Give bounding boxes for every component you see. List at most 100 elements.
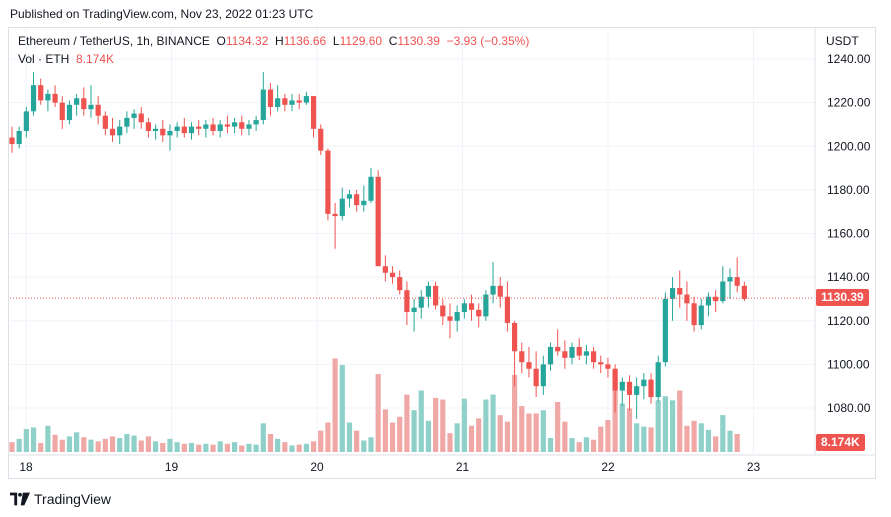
volume-bar	[231, 442, 238, 452]
candle	[74, 93, 80, 116]
volume-bar	[267, 433, 274, 452]
candle	[519, 342, 525, 374]
candle-body	[418, 296, 424, 308]
candle	[512, 320, 518, 387]
time-tick-label: 19	[165, 460, 179, 474]
candle	[267, 82, 274, 116]
volume-bar	[346, 422, 353, 452]
symbol-label[interactable]: Ethereum / TetherUS, 1h, BINANCE	[18, 34, 210, 48]
candle-body	[562, 351, 568, 358]
price-axis[interactable]: 1240.00 1220.00 1200.00 1180.00 1160.00 1140.…	[814, 28, 871, 455]
candle-body	[741, 285, 747, 299]
volume-bar	[16, 438, 22, 452]
candle	[239, 115, 245, 136]
volume-label[interactable]: Vol · ETH	[18, 52, 70, 66]
candle-body	[131, 113, 137, 118]
candle-body	[612, 368, 618, 391]
candle	[196, 120, 202, 136]
time-tick-label: 22	[601, 460, 615, 474]
volume-bar	[504, 421, 511, 452]
candle	[605, 357, 611, 378]
volume-bar	[576, 442, 582, 452]
volume-bar	[605, 420, 611, 452]
candle-body	[16, 130, 22, 145]
close-label: C	[388, 34, 398, 48]
volume-bar	[619, 403, 625, 452]
volume-bar	[95, 441, 101, 452]
candle	[354, 189, 360, 212]
volume-bar	[88, 439, 94, 452]
volume-bar	[30, 427, 37, 452]
candle	[648, 373, 654, 404]
candle-body	[497, 285, 503, 297]
candle-body	[583, 351, 589, 356]
volume-bar	[153, 441, 159, 452]
volume-bar	[483, 399, 489, 452]
candle-body	[626, 381, 633, 395]
candle-body	[210, 124, 216, 131]
candle	[655, 355, 661, 402]
open-value: 1134.32	[225, 34, 269, 48]
volume-bar	[124, 433, 130, 452]
currency-label[interactable]: USDT	[826, 34, 859, 48]
volume-bar	[734, 433, 740, 452]
volume-legend: Vol · ETH 8.174K	[18, 52, 114, 66]
candle-body	[411, 307, 417, 313]
open-label: O	[216, 34, 226, 48]
footer-brand[interactable]: TradingView	[10, 491, 111, 507]
time-axis[interactable]: 18 19 20 21 22 23	[19, 460, 760, 474]
chart-frame[interactable]	[8, 27, 876, 479]
candle	[217, 120, 223, 138]
candle	[81, 87, 87, 116]
candle	[598, 355, 604, 374]
candle-body	[547, 346, 554, 365]
candle-body	[361, 200, 367, 206]
candle-body	[476, 309, 482, 317]
candle	[188, 122, 195, 140]
candle	[117, 120, 123, 145]
volume-bar	[476, 418, 482, 452]
candle-body	[9, 137, 15, 145]
candle-body	[88, 104, 94, 110]
volume-bar	[318, 430, 324, 452]
candle	[612, 364, 618, 413]
candle-body	[619, 381, 625, 391]
volume-bar	[583, 437, 589, 452]
candle	[533, 351, 539, 398]
candle-body	[310, 96, 317, 129]
high-value: 1136.66	[283, 34, 327, 48]
volume-bar	[662, 396, 668, 452]
high-label: H	[275, 34, 284, 48]
volume-bar	[655, 400, 661, 452]
candle-body	[246, 124, 252, 129]
candle-body	[296, 100, 302, 103]
candle-body	[468, 303, 475, 310]
volume-bar	[52, 434, 58, 452]
volume-bar	[117, 438, 123, 452]
candle	[138, 106, 144, 129]
last-price-tag: 1130.39	[816, 289, 869, 306]
time-tick-label: 23	[747, 460, 761, 474]
price-tick-label: 1200.00	[827, 139, 871, 153]
published-note: Published on TradingView.com, Nov 23, 20…	[10, 7, 314, 21]
candle	[109, 117, 116, 142]
candle-body	[705, 296, 712, 306]
candle-body	[605, 364, 611, 369]
volume-bar	[641, 426, 647, 452]
volume-bar	[713, 436, 719, 452]
candle-body	[425, 285, 432, 297]
volume-bar	[397, 416, 403, 452]
volume-bar	[354, 430, 360, 452]
candle	[160, 120, 166, 142]
volume-bar	[425, 420, 432, 452]
volume-bar	[260, 423, 266, 452]
candle	[447, 303, 453, 339]
candle-body	[461, 303, 467, 313]
candle-body	[698, 305, 704, 326]
close-value: 1130.39	[397, 34, 440, 48]
candle-body	[181, 126, 187, 134]
candle	[454, 305, 460, 332]
candle	[38, 78, 44, 105]
volume-bar	[275, 438, 281, 452]
